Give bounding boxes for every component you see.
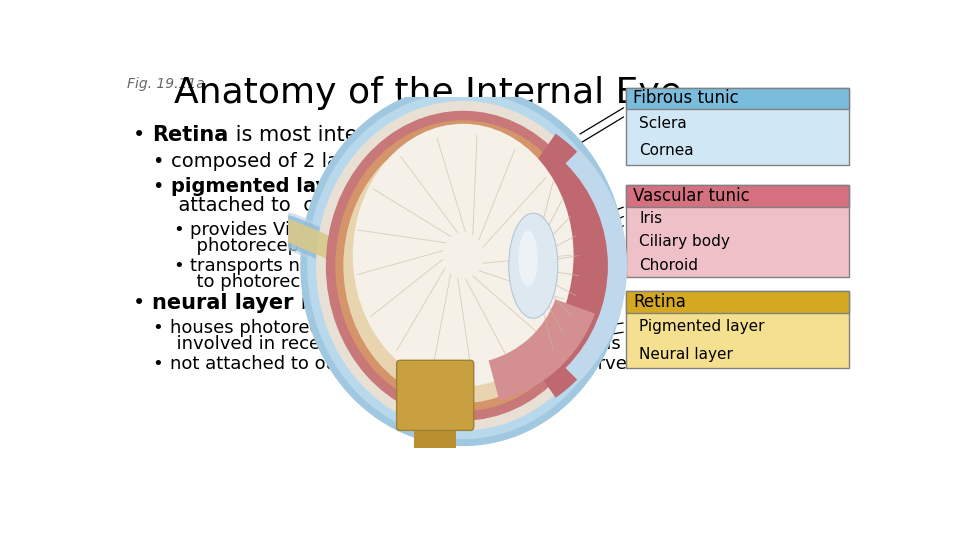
Ellipse shape	[353, 124, 573, 387]
Wedge shape	[565, 150, 627, 382]
Text: •: •	[154, 152, 171, 171]
Text: Fig. 19.11a: Fig. 19.11a	[128, 77, 205, 91]
Ellipse shape	[335, 120, 591, 411]
Text: is: is	[351, 177, 373, 196]
Ellipse shape	[325, 111, 601, 421]
Ellipse shape	[344, 129, 583, 403]
Text: is internal to pigmented layer: is internal to pigmented layer	[294, 294, 610, 314]
Text: Retina: Retina	[153, 125, 228, 145]
Text: Retina: Retina	[634, 293, 686, 311]
Text: Pigmented layer: Pigmented layer	[639, 319, 765, 334]
FancyBboxPatch shape	[626, 292, 849, 368]
Text: photoreceptor cells: photoreceptor cells	[185, 238, 372, 255]
Text: •: •	[174, 221, 190, 239]
Text: Choroid: Choroid	[639, 258, 698, 273]
Text: Iris: Iris	[639, 211, 662, 226]
Text: •: •	[154, 319, 170, 338]
Text: •: •	[133, 294, 153, 314]
FancyBboxPatch shape	[626, 292, 849, 313]
Ellipse shape	[518, 231, 538, 287]
FancyBboxPatch shape	[626, 185, 849, 207]
Ellipse shape	[300, 85, 626, 446]
Text: •: •	[154, 355, 170, 373]
Text: attached to  choroid: attached to choroid	[166, 196, 376, 215]
Text: Cornea: Cornea	[639, 143, 694, 158]
Text: •: •	[154, 177, 171, 196]
Text: to photoreceptor cells, removes waste: to photoreceptor cells, removes waste	[185, 273, 543, 291]
FancyBboxPatch shape	[626, 87, 849, 165]
FancyBboxPatch shape	[396, 360, 473, 430]
Text: Sclera: Sclera	[639, 116, 687, 131]
Text: Fibrous tunic: Fibrous tunic	[634, 90, 739, 107]
Text: composed of 2 layers: composed of 2 layers	[171, 152, 381, 171]
Text: Vascular tunic: Vascular tunic	[634, 187, 750, 205]
Text: is most internal layer: is most internal layer	[228, 125, 456, 145]
FancyBboxPatch shape	[626, 185, 849, 277]
Text: •: •	[174, 257, 190, 275]
Ellipse shape	[316, 101, 611, 430]
Text: neural layer: neural layer	[153, 294, 294, 314]
Text: •: •	[133, 125, 153, 145]
Ellipse shape	[307, 92, 619, 439]
Text: provides Vitamin A for: provides Vitamin A for	[190, 221, 391, 239]
Text: houses photoreceptors and other neurons: houses photoreceptors and other neurons	[170, 319, 549, 338]
Text: Ciliary body: Ciliary body	[639, 234, 731, 249]
Wedge shape	[519, 134, 624, 398]
FancyBboxPatch shape	[414, 413, 456, 448]
Text: transports nutrients and oxygen: transports nutrients and oxygen	[190, 257, 481, 275]
Wedge shape	[489, 299, 595, 401]
Text: pigmented layer: pigmented layer	[171, 177, 351, 196]
Text: not attached to other layers, except at optic nerve: not attached to other layers, except at …	[170, 355, 627, 373]
Text: Anatomy of the Internal Eye: Anatomy of the Internal Eye	[174, 77, 682, 111]
Ellipse shape	[509, 213, 558, 318]
FancyBboxPatch shape	[626, 87, 849, 109]
Text: involved in receiving and processing light signals: involved in receiving and processing lig…	[165, 335, 621, 354]
Text: Neural layer: Neural layer	[639, 347, 733, 362]
